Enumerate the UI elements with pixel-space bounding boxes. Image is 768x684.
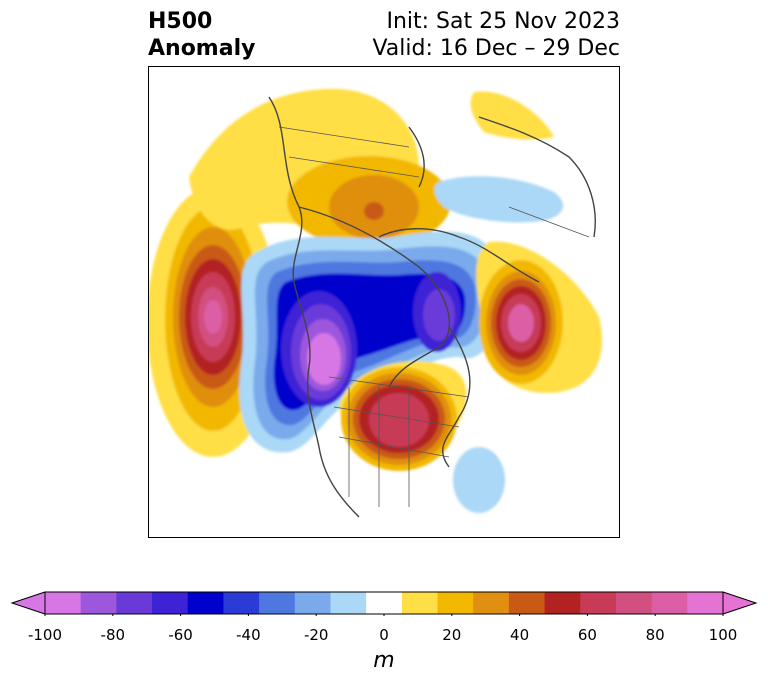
colorbar-extend-high (722, 591, 758, 615)
colorbar (10, 590, 758, 620)
colorbar-bin (259, 592, 296, 614)
colorbar-tick-label: 40 (510, 626, 530, 644)
colorbar-tick-label: 20 (442, 626, 462, 644)
colorbar-bin (544, 592, 581, 614)
colorbar-bin (116, 592, 153, 614)
trough-core (307, 333, 341, 385)
anomaly-map (148, 66, 620, 538)
colorbar-bin (615, 592, 653, 614)
anomaly-contours (149, 88, 603, 513)
plot-title: H500 Anomaly (148, 8, 255, 62)
colorbar-unit: m (373, 648, 395, 673)
date-info: Init: Sat 25 Nov 2023 Valid: 16 Dec – 29… (372, 8, 620, 62)
title-line-1: H500 (148, 9, 213, 34)
colorbar-bin (294, 592, 331, 614)
colorbar-bin (366, 592, 403, 614)
colorbar-bin (580, 592, 617, 614)
colorbar-tick-label: -60 (168, 626, 193, 644)
colorbar-tick-label: -80 (100, 626, 126, 644)
colorbar-bin (401, 592, 439, 614)
colorbar-bin (80, 592, 117, 614)
colorbar-bin (330, 592, 367, 614)
coastlines (268, 96, 596, 518)
colorbar-tick-label: 0 (379, 626, 389, 644)
borders (278, 126, 590, 507)
colorbar-tick-label: 60 (577, 626, 597, 644)
ridge-arctic-band (470, 91, 554, 140)
ridge-east-band (508, 304, 534, 342)
colorbar-bin (437, 592, 474, 614)
colorbar-tick-label: 80 (645, 626, 665, 644)
title-line-2: Anomaly (148, 36, 256, 61)
colorbar-tick-label: -40 (236, 626, 261, 644)
map-canvas (149, 88, 603, 518)
valid-range: Valid: 16 Dec – 29 Dec (372, 36, 620, 61)
colorbar-bin (223, 592, 260, 614)
colorbar-extend-low (10, 591, 46, 615)
colorbar-bin (473, 592, 510, 614)
colorbar-bin (187, 592, 224, 614)
colorbar-bin (687, 592, 724, 614)
ridge-pacific-band (204, 300, 222, 334)
colorbar-scale (10, 591, 758, 618)
colorbar-bin (508, 592, 546, 614)
colorbar-bin (152, 592, 189, 614)
colorbar-bin (45, 592, 82, 614)
trough-arctic-band (434, 176, 564, 223)
colorbar-tick-label: 100 (708, 626, 738, 644)
ridge-north-band (364, 202, 384, 220)
trough-southeast-band (453, 447, 505, 513)
trough-core (423, 289, 455, 341)
init-date: Init: Sat 25 Nov 2023 (386, 9, 620, 34)
colorbar-tick-label: -100 (27, 626, 63, 644)
colorbar-bin (651, 592, 688, 614)
colorbar-tick-label: -20 (303, 626, 329, 644)
ridge-south-band (369, 393, 429, 447)
